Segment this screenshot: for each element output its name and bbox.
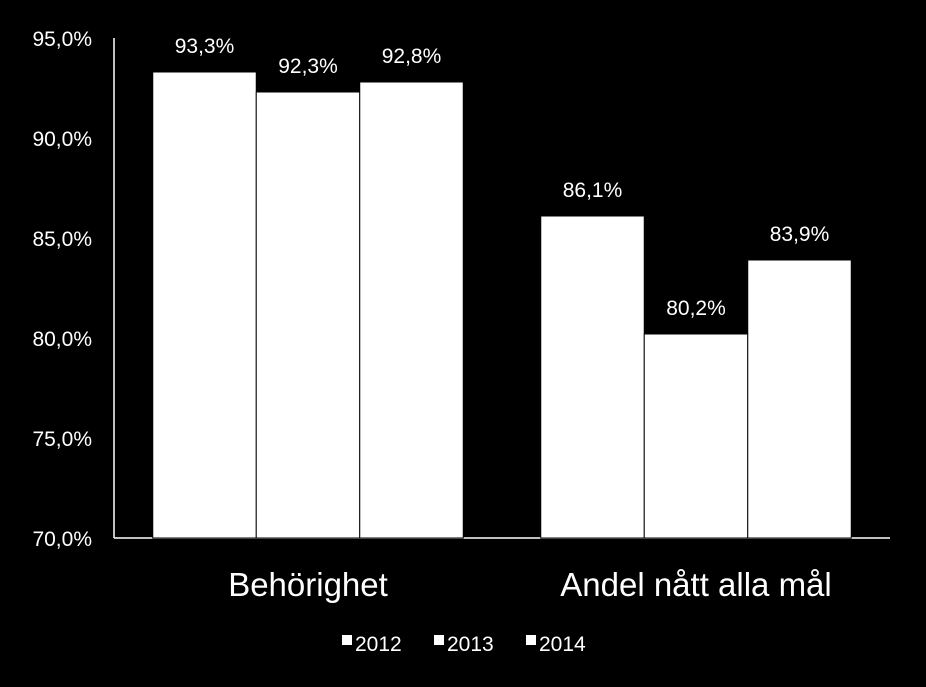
y-axis: 95,0% 90,0% 85,0% 80,0% 75,0% 70,0% (32, 28, 115, 551)
y-tick-label: 70,0% (32, 528, 92, 551)
data-label: 86,1% (563, 179, 623, 202)
bar-series (152, 71, 852, 539)
data-label: 92,3% (278, 55, 338, 78)
data-label-bg (554, 175, 631, 205)
bar-2013-0 (255, 91, 361, 539)
y-tick-label: 80,0% (32, 328, 92, 351)
data-label: 83,9% (770, 223, 830, 246)
y-tick-label: 95,0% (32, 28, 92, 51)
legend-label: 2012 (355, 633, 402, 656)
category-labels: Behörighet Andel nått alla mål (228, 566, 832, 603)
y-tick-label: 90,0% (32, 128, 92, 151)
bar-2012-1 (540, 215, 645, 539)
bar-2014-1 (747, 259, 852, 539)
legend-swatch (526, 635, 536, 645)
y-tick-label: 85,0% (32, 228, 92, 251)
data-label-bg (658, 293, 734, 323)
bar-2014-0 (359, 81, 464, 539)
legend-label: 2014 (539, 633, 586, 656)
data-label: 92,8% (382, 45, 442, 68)
category-label: Andel nått alla mål (560, 566, 832, 603)
data-label-bg (373, 41, 450, 71)
data-label-bg (166, 31, 243, 61)
category-label: Behörighet (228, 566, 388, 603)
data-labels: 93,3% 86,1% 92,3% 80,2% 92,8% 83,9% (166, 31, 838, 323)
legend: 2012 2013 2014 (342, 633, 586, 656)
y-tick-label: 75,0% (32, 428, 92, 451)
bar-2013-1 (643, 333, 749, 539)
legend-swatch (342, 635, 352, 645)
bar-2012-0 (152, 71, 257, 539)
data-label: 80,2% (666, 297, 726, 320)
legend-swatch (434, 635, 444, 645)
data-label-bg (270, 51, 346, 81)
legend-label: 2013 (447, 633, 494, 656)
data-label: 93,3% (175, 35, 235, 58)
data-label-bg (761, 219, 838, 249)
